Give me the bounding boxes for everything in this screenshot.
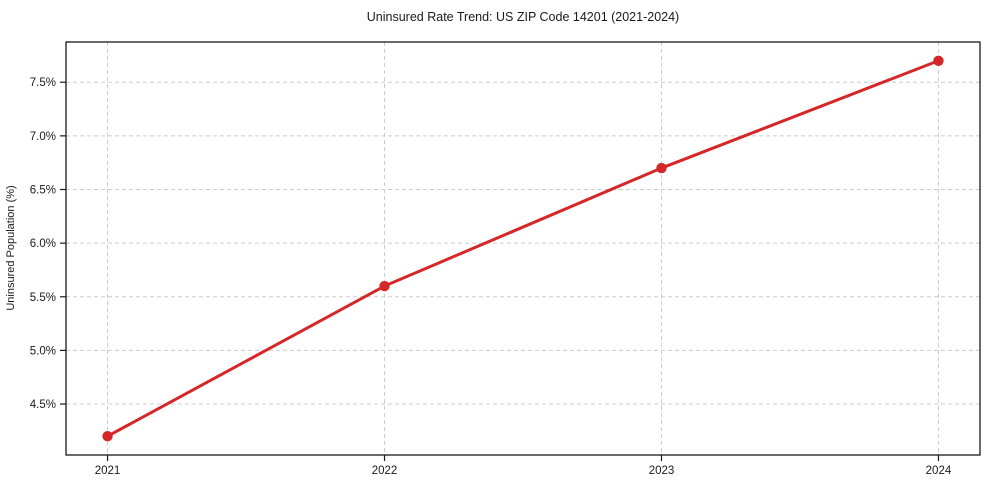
gridlines: [66, 42, 980, 455]
axis-ticks: [60, 81, 940, 461]
y-tick-label: 7.0%: [30, 131, 56, 143]
chart-title: Uninsured Rate Trend: US ZIP Code 14201 …: [367, 10, 679, 24]
data-point-marker: [379, 280, 390, 292]
y-tick-label: 7.5%: [30, 77, 56, 89]
y-tick-label: 6.0%: [30, 238, 56, 250]
data-point-marker: [656, 162, 667, 174]
y-tick-label: 5.0%: [30, 345, 56, 357]
y-tick-label: 4.5%: [30, 399, 56, 411]
plot-border: [65, 41, 981, 456]
y-axis-label: Uninsured Population (%): [5, 185, 17, 310]
x-tick-label: 2021: [95, 465, 121, 477]
data-point-marker: [933, 55, 944, 66]
x-tick-label: 2023: [649, 465, 675, 477]
y-tick-label: 5.5%: [30, 292, 56, 304]
x-tick-label: 2024: [926, 465, 952, 477]
x-tick-label: 2022: [372, 465, 398, 477]
axis-tick-labels: 4.5% 5.0% 5.5% 6.0% 6.5% 7.0% 7.5% 2021 2022 2023…: [30, 77, 952, 477]
y-tick-label: 6.5%: [30, 185, 56, 197]
data-points: [102, 55, 944, 442]
data-point-marker: [102, 431, 113, 442]
trend-line: [106, 59, 939, 438]
